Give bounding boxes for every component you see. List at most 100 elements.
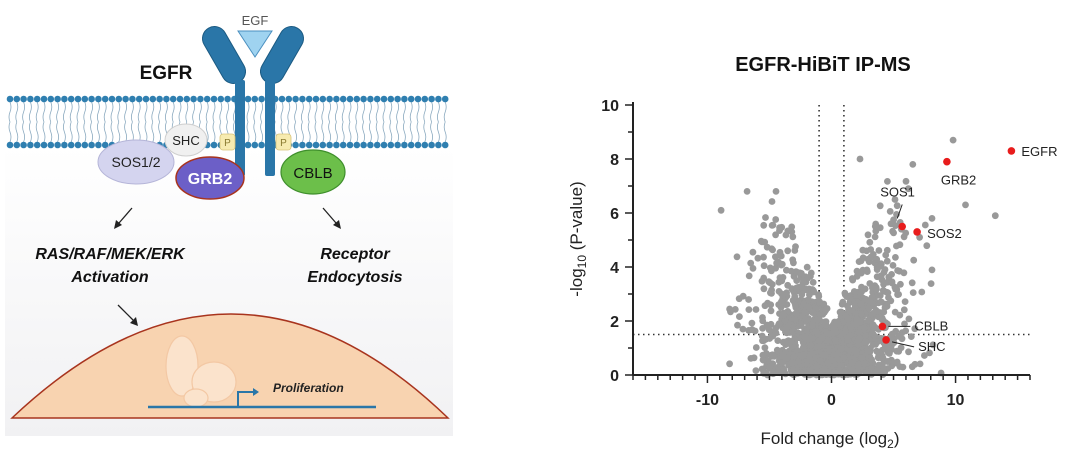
background-protein-point: [905, 185, 912, 193]
background-protein-point: [759, 351, 767, 359]
background-protein-point: [911, 325, 919, 333]
protein-label: EGFR: [1021, 144, 1057, 159]
background-protein-point: [909, 161, 917, 168]
y-axis-label: -log10 (P-value): [567, 181, 589, 296]
cblb-protein: [280, 149, 346, 195]
background-protein-point: [747, 355, 755, 362]
lipid-head: [27, 141, 34, 149]
lipid-head: [251, 95, 259, 103]
lipid-tail: [103, 101, 107, 143]
background-protein-point: [928, 266, 936, 274]
background-protein-point: [776, 252, 783, 259]
background-protein-point: [844, 315, 852, 323]
background-protein-point: [867, 299, 875, 307]
lipid-head: [197, 95, 204, 103]
background-protein-point: [847, 323, 855, 331]
lipid-head: [54, 95, 61, 103]
lipid-head: [40, 95, 48, 103]
background-protein-point: [717, 206, 725, 214]
lipid-head: [373, 141, 381, 149]
y-tick-label: 2: [610, 314, 619, 331]
background-protein-point: [751, 327, 759, 335]
lipid-head: [135, 95, 143, 103]
background-protein-point: [783, 289, 790, 297]
background-protein-point: [856, 155, 864, 163]
background-protein-point: [853, 350, 861, 358]
background-protein-point: [869, 309, 877, 317]
background-protein-point: [879, 287, 887, 294]
background-protein-point: [822, 322, 830, 329]
lipid-tail: [124, 101, 127, 143]
lipid-head: [163, 95, 170, 103]
lipid-tail: [355, 101, 359, 143]
background-protein-point: [824, 336, 832, 344]
background-protein-point: [896, 241, 904, 249]
lipid-head: [292, 141, 299, 149]
lipid-tail: [301, 101, 304, 143]
lipid-head: [326, 95, 333, 103]
arrow-to-ras-head: [114, 220, 122, 229]
background-protein-point: [909, 289, 917, 296]
protein-label: GRB2: [941, 173, 976, 188]
background-protein-point: [910, 256, 918, 264]
lipid-tail: [117, 101, 121, 143]
cblb-label: CBLB: [293, 165, 332, 182]
background-protein-point: [862, 338, 869, 346]
background-protein-point: [897, 280, 904, 288]
background-protein-point: [875, 361, 883, 369]
y-tick-label: 6: [610, 206, 619, 223]
callout-line: [896, 204, 903, 219]
lipid-head: [373, 95, 381, 103]
lipid-head: [27, 95, 34, 103]
x-tick-label: 0: [827, 392, 836, 409]
lipid-head: [428, 95, 435, 103]
lipid-head: [353, 141, 361, 149]
background-protein-point: [782, 370, 789, 378]
background-protein-point: [855, 329, 863, 336]
background-protein-point: [844, 337, 852, 344]
highlighted-protein-point: [882, 336, 890, 344]
background-protein-point: [766, 335, 773, 342]
background-protein-point: [856, 334, 863, 342]
lipid-head: [6, 141, 14, 149]
lipid-tail: [63, 101, 66, 143]
lipid-head: [61, 141, 68, 149]
lipid-head: [333, 95, 340, 103]
phospho-site-right: [275, 133, 292, 151]
background-protein-point: [824, 359, 832, 367]
background-protein-point: [733, 253, 741, 261]
lipid-tail: [205, 101, 209, 143]
nucleus: [10, 313, 450, 419]
lipid-tail: [246, 101, 250, 143]
background-protein-point: [895, 347, 902, 355]
lipid-head: [387, 95, 395, 103]
lipid-tail: [348, 101, 352, 143]
background-protein-point: [928, 215, 936, 222]
highlighted-proteins: EGFR GRB2 SOS1 SOS2 CBLB SHC: [878, 144, 1058, 354]
lipid-head: [435, 95, 442, 103]
background-protein-point: [929, 341, 937, 349]
lipid-head: [360, 141, 367, 149]
highlighted-protein-point: [913, 228, 921, 236]
background-protein-point: [815, 293, 823, 300]
background-protein-point: [851, 302, 859, 310]
background-protein-point: [792, 309, 800, 317]
lipid-head: [387, 141, 395, 149]
lipid-head: [115, 95, 123, 103]
lipid-head: [244, 141, 252, 149]
background-protein-point: [761, 238, 769, 246]
background-protein-point: [877, 262, 885, 270]
lipid-head: [326, 141, 333, 149]
background-protein-point: [822, 307, 830, 314]
background-protein-point: [803, 263, 811, 271]
lipid-head: [435, 141, 442, 149]
background-protein-point: [908, 279, 916, 287]
background-protein-point: [861, 324, 868, 332]
lipid-tail: [83, 101, 87, 143]
background-protein-point: [734, 321, 741, 329]
background-protein-point: [855, 258, 863, 265]
lipid-tail: [8, 101, 12, 143]
background-protein-point: [760, 262, 768, 270]
background-protein-point: [927, 280, 935, 287]
lipid-head: [190, 95, 197, 103]
